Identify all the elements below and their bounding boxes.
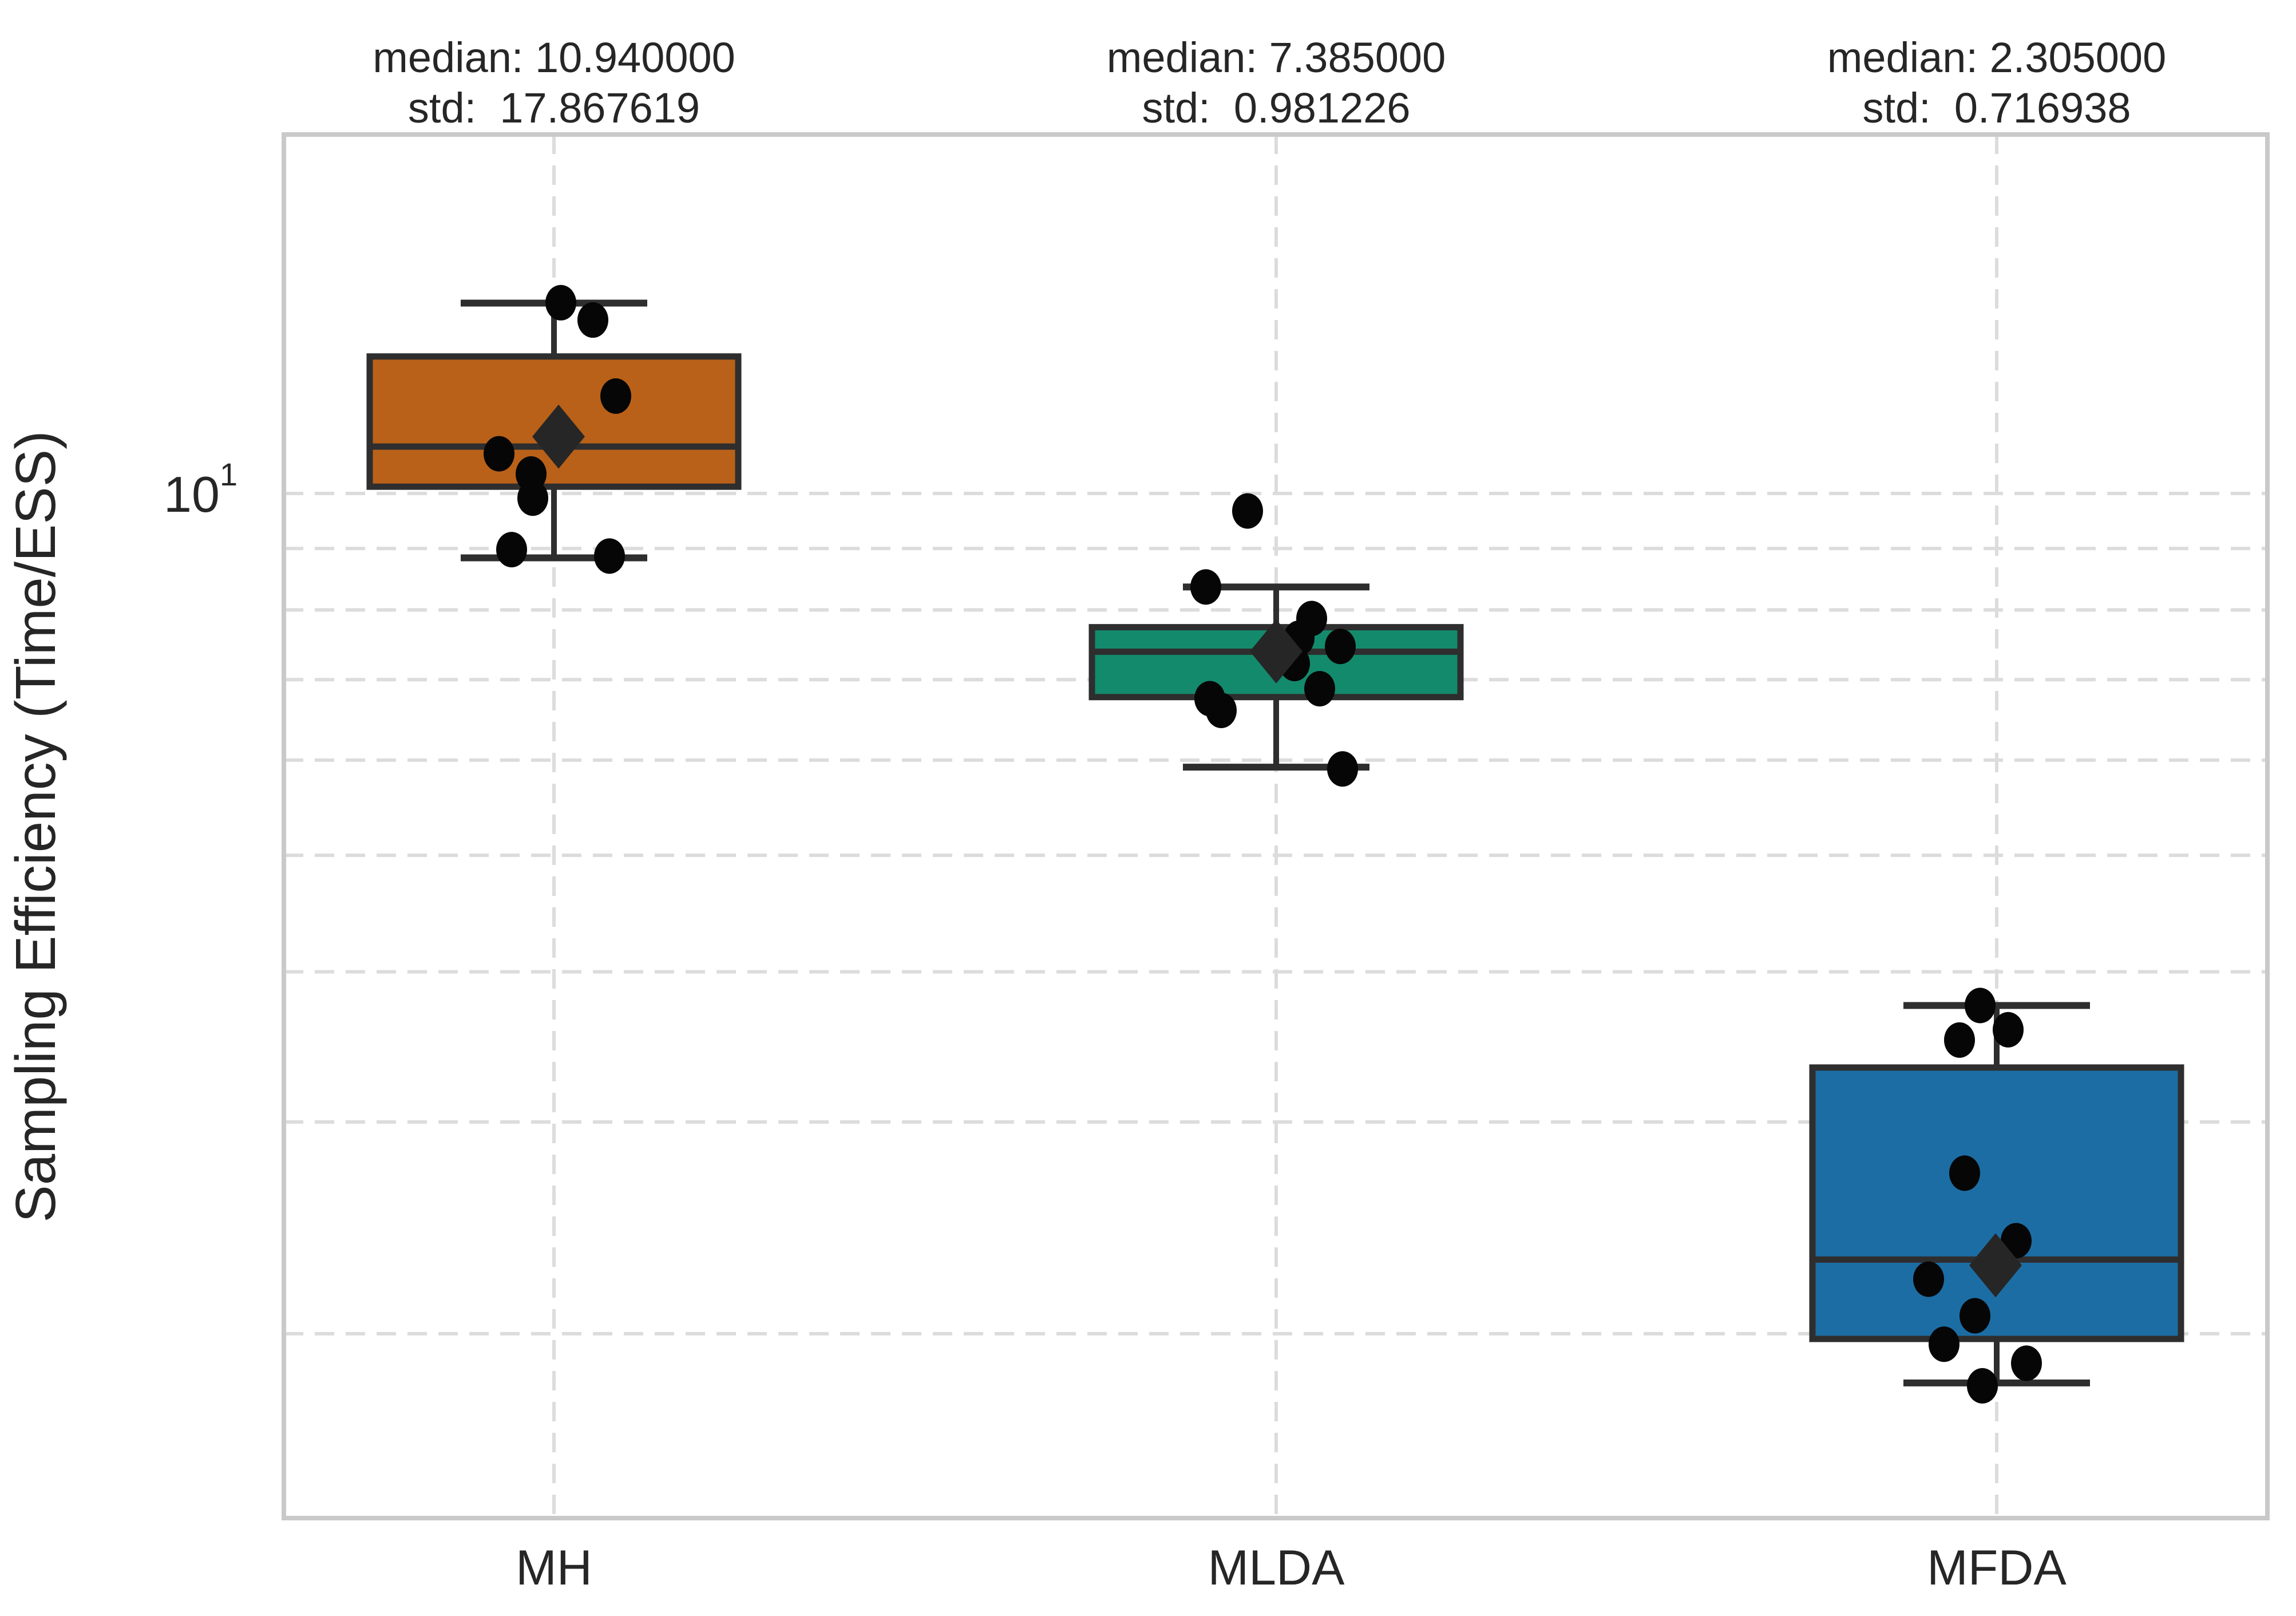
data-point-mlda-8 bbox=[1206, 692, 1237, 728]
data-point-mfda-6 bbox=[1959, 1298, 1990, 1334]
data-point-mfda-9 bbox=[1967, 1368, 1998, 1404]
boxplot-layer bbox=[366, 285, 2184, 1404]
data-point-mh-0 bbox=[545, 285, 576, 321]
x-tick-label-mh: MH bbox=[516, 1540, 592, 1595]
mean-diamond-mh bbox=[532, 404, 585, 469]
annotation-median-mh: median: 10.940000 bbox=[373, 34, 735, 81]
annotation-median-mlda: median: 7.385000 bbox=[1107, 34, 1446, 81]
data-point-mh-3 bbox=[484, 436, 514, 472]
data-point-mh-1 bbox=[577, 302, 608, 338]
annotation-std-mfda: std: 0.716938 bbox=[1862, 84, 2131, 132]
data-point-mh-2 bbox=[600, 378, 631, 414]
data-point-mlda-6 bbox=[1304, 671, 1335, 707]
data-point-mlda-1 bbox=[1190, 569, 1221, 605]
mean-diamond-mlda bbox=[1250, 619, 1303, 683]
annotation-median-mfda: median: 2.305000 bbox=[1827, 34, 2166, 81]
data-point-mfda-7 bbox=[1929, 1326, 1959, 1362]
data-point-mh-7 bbox=[594, 538, 625, 574]
annotation-std-mlda: std: 0.981226 bbox=[1142, 84, 1410, 132]
box-mfda bbox=[1809, 1064, 2184, 1342]
box-group-mlda bbox=[1088, 493, 1464, 787]
annotation-std-mh: std: 17.867619 bbox=[408, 84, 700, 132]
y-tick-exponent: 1 bbox=[220, 456, 237, 492]
data-point-mlda-4 bbox=[1325, 629, 1356, 665]
data-point-mh-5 bbox=[517, 480, 548, 516]
x-tick-label-mfda: MFDA bbox=[1927, 1540, 2067, 1595]
data-point-mh-6 bbox=[496, 532, 527, 568]
data-point-mlda-0 bbox=[1232, 493, 1263, 529]
data-point-mfda-1 bbox=[1993, 1012, 2024, 1048]
y-axis-label: Sampling Efficiency (Time/ESS) bbox=[4, 430, 67, 1222]
mean-diamond-mfda bbox=[1969, 1233, 2022, 1298]
plot-border bbox=[282, 132, 2270, 1520]
y-tick-base: 10 bbox=[164, 466, 220, 523]
y-tick-label: 101 bbox=[164, 456, 237, 523]
x-tick-label-mlda: MLDA bbox=[1208, 1540, 1345, 1595]
box-group-mfda bbox=[1809, 987, 2184, 1404]
data-point-mfda-0 bbox=[1965, 987, 1996, 1024]
data-point-mfda-5 bbox=[1913, 1261, 1944, 1297]
data-point-mfda-8 bbox=[2011, 1345, 2042, 1381]
data-point-mlda-9 bbox=[1327, 751, 1358, 787]
data-point-mfda-2 bbox=[1944, 1022, 1975, 1058]
box-group-mh bbox=[366, 285, 742, 574]
data-point-mfda-3 bbox=[1949, 1155, 1980, 1191]
